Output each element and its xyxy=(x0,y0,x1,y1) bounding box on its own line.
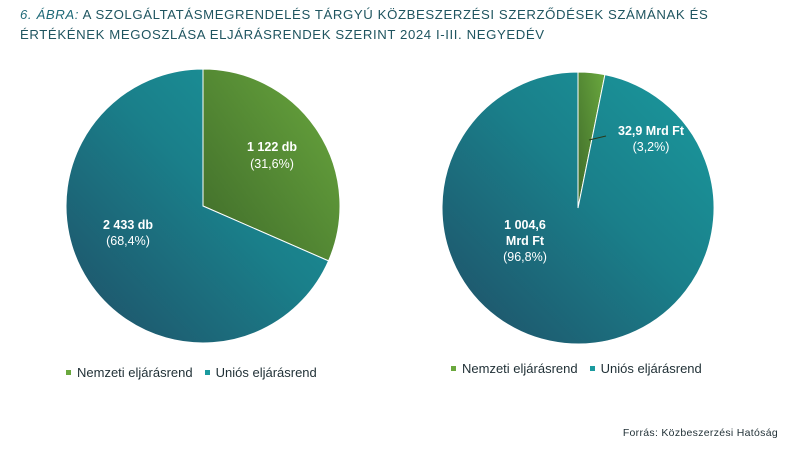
pie2-slice-unios xyxy=(441,71,715,345)
pie1-label-unios-value: 2 433 db xyxy=(103,218,153,232)
legend-swatch-unios xyxy=(589,366,595,371)
pie2-label-unios-value-line1: 1 004,6 xyxy=(504,218,546,232)
pie2-label-nemzeti-percent: (3,2%) xyxy=(633,140,670,154)
pie1-slice-unios xyxy=(65,68,330,344)
pie1-label-unios-percent: (68,4%) xyxy=(106,234,150,248)
legend-swatch-nemzeti xyxy=(66,370,71,375)
pie2-legend: Nemzeti eljárásrend Uniós eljárásrend xyxy=(451,361,714,376)
legend-label-nemzeti: Nemzeti eljárásrend xyxy=(462,361,578,376)
legend-item-nemzeti: Nemzeti eljárásrend xyxy=(451,361,578,376)
source-note: Forrás: Közbeszerzési Hatóság xyxy=(622,427,778,439)
pie1-slice-nemzeti xyxy=(202,68,341,262)
pie1-legend: Nemzeti eljárásrend Uniós eljárásrend xyxy=(66,365,329,380)
title-text: A szolgáltatásmegrendelés tárgyú közbesz… xyxy=(20,7,709,42)
pie2-label-unios-value-line2: Mrd Ft xyxy=(506,234,545,248)
pie1-label-nemzeti-percent: (31,6%) xyxy=(250,157,294,171)
pie2-leader-line xyxy=(588,135,607,141)
pie2-label-unios-percent: (96,8%) xyxy=(503,250,547,264)
legend-item-nemzeti: Nemzeti eljárásrend xyxy=(66,365,193,380)
legend-swatch-nemzeti xyxy=(451,366,456,371)
chart-title: 6. ábra: A szolgáltatásmegrendelés tárgy… xyxy=(20,5,790,45)
legend-label-unios: Uniós eljárásrend xyxy=(600,361,702,376)
figure-number: 6. ábra: xyxy=(20,7,80,22)
pie1-label-nemzeti-value: 1 122 db xyxy=(247,140,297,154)
legend-swatch-unios xyxy=(204,370,210,375)
legend-item-unios: Uniós eljárásrend xyxy=(204,365,317,380)
legend-label-nemzeti: Nemzeti eljárásrend xyxy=(77,365,193,380)
legend-item-unios: Uniós eljárásrend xyxy=(589,361,702,376)
legend-label-unios: Uniós eljárásrend xyxy=(215,365,317,380)
pie2-label-nemzeti-value: 32,9 Mrd Ft xyxy=(618,124,685,138)
